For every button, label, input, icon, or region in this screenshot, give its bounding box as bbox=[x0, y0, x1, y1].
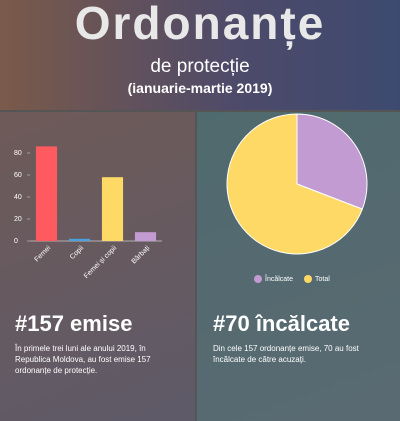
title: Ordonanțe bbox=[74, 0, 326, 49]
period: (ianuarie-martie 2019) bbox=[127, 80, 273, 96]
panel-heading: #157 emise bbox=[15, 311, 133, 336]
bar bbox=[134, 232, 157, 241]
bar bbox=[68, 238, 91, 241]
x-tick-label: Femei și copii bbox=[83, 244, 119, 280]
panel-text: În primele trei luni ale anului 2019, în… bbox=[15, 344, 151, 375]
y-tick-label: 40 bbox=[14, 194, 22, 201]
left-panel bbox=[0, 112, 195, 421]
y-tick-label: 80 bbox=[14, 150, 22, 157]
bar bbox=[35, 146, 58, 241]
pie-slice bbox=[296, 113, 368, 210]
legend-label: Total bbox=[315, 276, 330, 283]
y-tick-label: 20 bbox=[14, 216, 22, 223]
legend-marker bbox=[304, 275, 312, 283]
y-tick-label: 60 bbox=[14, 172, 22, 179]
panel-text: Din cele 157 ordonanțe emise, 70 au fost… bbox=[213, 344, 359, 364]
subtitle: de protecție bbox=[150, 56, 250, 77]
y-tick-label: 0 bbox=[14, 238, 18, 245]
legend-label: Încălcate bbox=[264, 274, 293, 283]
x-tick-label: Bărbați bbox=[131, 244, 152, 265]
pie-slice bbox=[226, 113, 363, 255]
panel-heading: #70 încălcate bbox=[213, 311, 350, 336]
x-tick-label: Copii bbox=[69, 244, 86, 261]
bar bbox=[101, 177, 124, 241]
x-tick-label: Femei bbox=[34, 244, 53, 263]
header bbox=[0, 0, 400, 110]
legend-marker bbox=[254, 275, 262, 283]
